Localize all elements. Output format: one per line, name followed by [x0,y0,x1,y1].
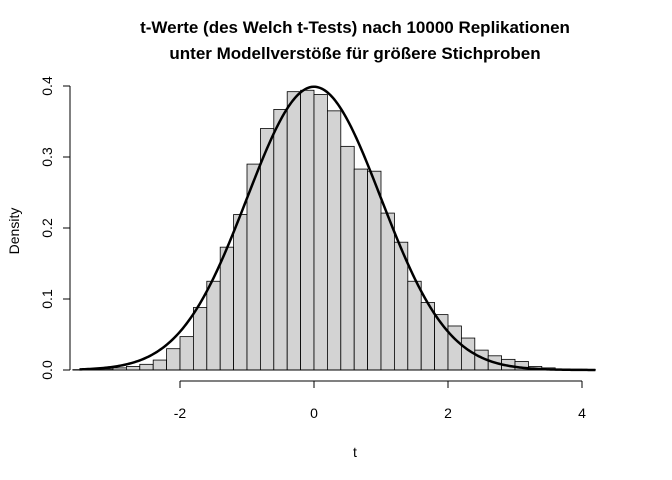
histogram-bar [166,348,181,371]
y-tick-label: 0.3 [39,147,55,167]
histogram-bar [300,89,315,371]
y-tick-label: 0.1 [39,289,55,309]
histogram-bars [72,89,596,371]
histogram-bar [353,168,369,371]
histogram-bar [273,109,288,371]
x-tick-label: 4 [578,405,586,421]
x-tick-label: 0 [310,405,318,421]
y-tick-label: 0.2 [39,218,55,238]
histogram-bar [219,246,234,371]
histogram-bar [407,280,422,371]
histogram-bar [192,307,208,371]
y-axis: 0.0 0.1 0.2 0.3 0.4 [39,76,71,380]
y-tick-label: 0.0 [39,360,55,380]
histogram-bar [286,91,302,371]
histogram-bar [340,145,355,371]
histogram-bar [259,128,275,371]
x-axis: -2 0 2 4 [174,380,586,421]
chart-title-line-1: t-Werte (des Welch t-Tests) nach 10000 R… [140,18,570,37]
histogram-bar [313,94,328,371]
x-tick-label: -2 [174,405,187,421]
histogram-bar [326,110,342,371]
histogram-bar [139,363,154,371]
density-curve [79,85,596,372]
histogram-bar [179,336,194,371]
chart-title-line-2: unter Modellverstöße für größere Stichpr… [169,44,540,63]
y-tick-label: 0.4 [39,76,55,96]
y-axis-label: Density [6,208,22,255]
histogram-bar [380,212,395,371]
histogram-bar [206,280,221,371]
histogram-bar [126,366,141,371]
histogram-bar [233,214,248,371]
histogram-bar [367,170,382,371]
x-tick-label: 2 [444,405,452,421]
x-axis-label: t [353,444,357,460]
histogram-bar [152,359,167,371]
